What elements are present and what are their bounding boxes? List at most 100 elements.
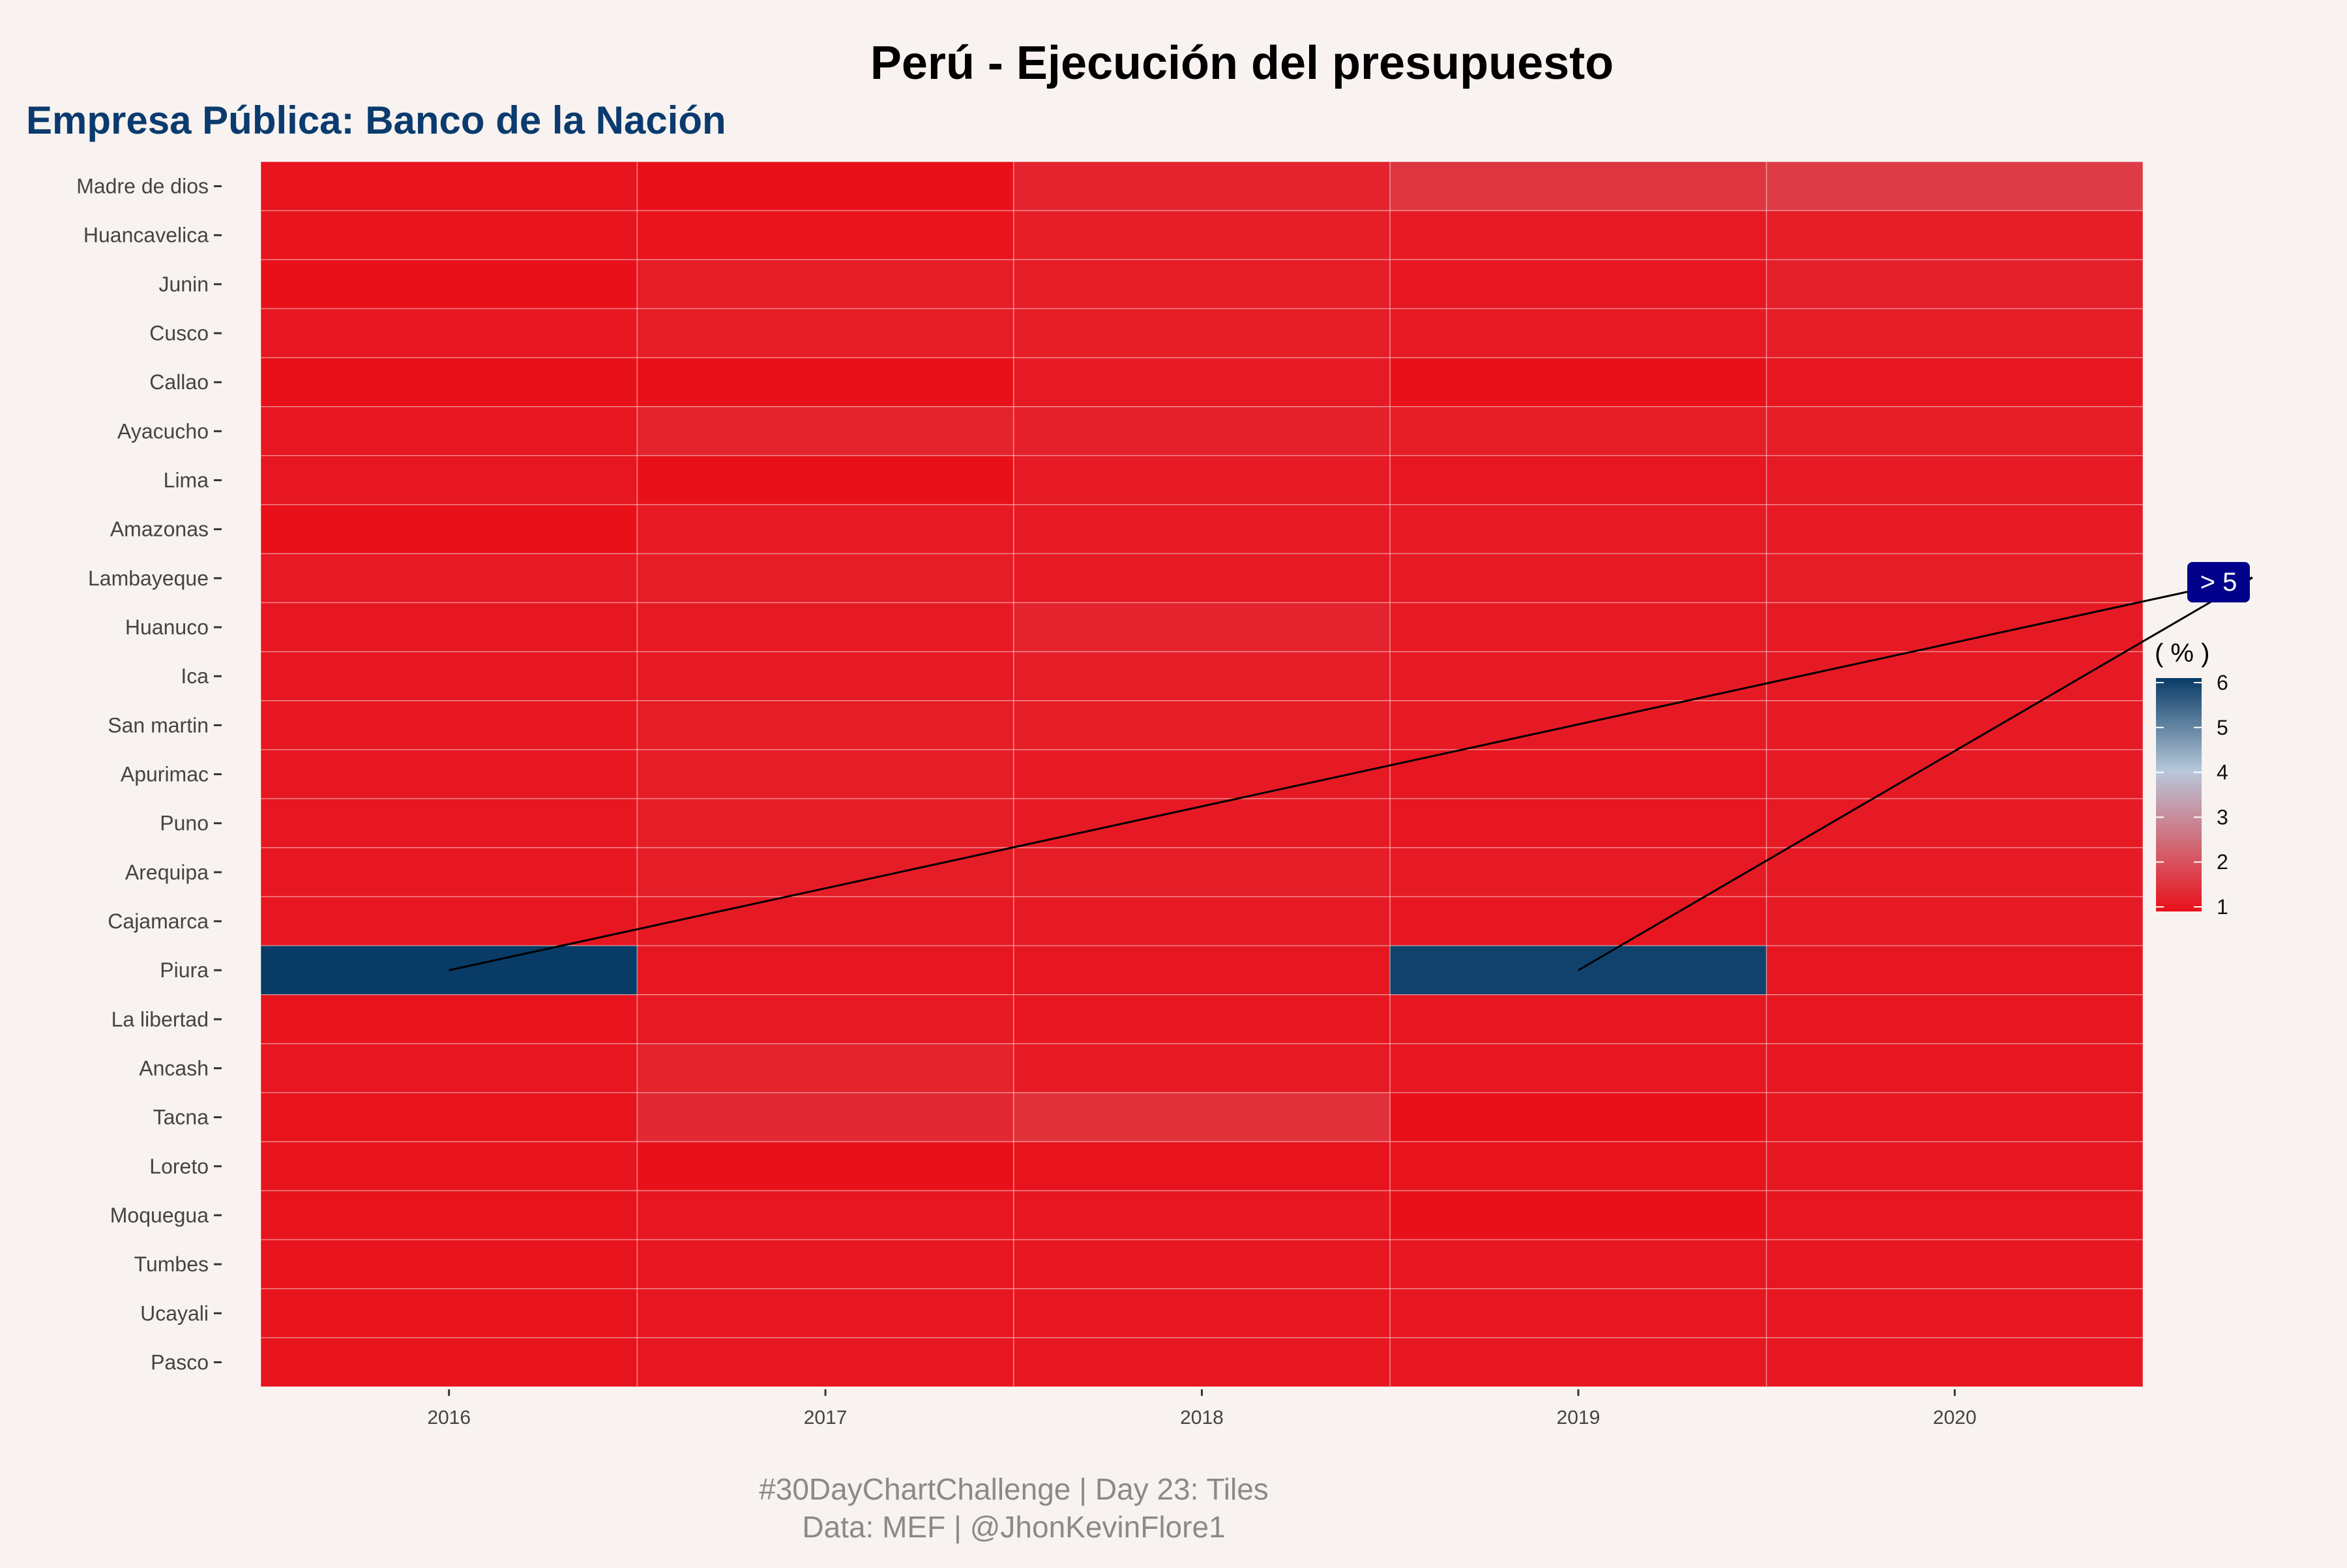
heatmap-tile [1765,161,2144,211]
legend-tick-label: 6 [2217,671,2228,694]
heatmap-tile [260,308,638,359]
y-tick-label: Callao [149,370,209,394]
heatmap-tile [1013,1092,1391,1142]
heatmap-tile [1013,945,1391,996]
heatmap-tile [260,602,638,653]
heatmap-tile [1765,847,2144,898]
heatmap-tile [1389,259,1767,310]
heatmap-tile [1765,504,2144,555]
heatmap-tile [260,896,638,947]
heatmap-tile [260,504,638,555]
y-tick-label: Ayacucho [117,419,209,443]
heatmap-tile [1765,210,2144,261]
heatmap-tile [1013,357,1391,407]
y-tick-label: Loreto [149,1155,209,1178]
heatmap-tile [260,798,638,848]
y-tick-label: Puno [160,812,209,835]
y-tick-label: Lima [164,469,209,492]
annotation-text: > 5 [2200,568,2237,597]
y-tick-label: Cajamarca [108,910,209,933]
heatmap-tile [636,1337,1014,1387]
heatmap-tile [1765,945,2144,996]
y-tick-label: Apurimac [121,763,209,786]
heatmap-tile [260,1092,638,1142]
heatmap-tile [1013,308,1391,359]
annotation-lines [449,576,2253,971]
heatmap-tile [1389,1190,1767,1241]
heatmap-tile [1765,700,2144,750]
y-tick-label: Huanuco [125,615,209,639]
heatmap-tile [1389,994,1767,1044]
heatmap-tile [1765,1337,2144,1387]
x-tick-label: 2019 [1557,1407,1601,1428]
legend-tick-label: 3 [2217,805,2228,829]
heatmap-tile [1389,798,1767,848]
heatmap-tile [1765,455,2144,505]
heatmap-tile [636,1092,1014,1142]
heatmap-tile [1013,602,1391,653]
heatmap-tile [260,1288,638,1339]
color-legend: ( % ) 1 2 3 4 5 6 [2155,639,2228,919]
chart-title: Perú - Ejecución del presupuesto [870,37,1614,89]
heatmap-tile [636,259,1014,310]
heatmap-tile [1389,357,1767,407]
heatmap-tile [260,1141,638,1192]
heatmap-tile [1013,994,1391,1044]
heatmap-tile [260,406,638,456]
heatmap-tile [1389,210,1767,261]
x-tick-label: 2018 [1180,1407,1224,1428]
heatmap-tile [636,308,1014,359]
heatmap-tile [636,651,1014,702]
heatmap-tile [1389,1288,1767,1339]
y-tick-label: Tacna [153,1106,209,1129]
heatmap-tile [1389,308,1767,359]
heatmap-tile [260,553,638,604]
heatmap-tile [1013,847,1391,898]
chart-subtitle: Empresa Pública: Banco de la Nación [26,98,726,142]
heatmap-tile [1765,1190,2144,1241]
heatmap-tile [1013,1190,1391,1241]
heatmap-tile [1765,553,2144,604]
heatmap-tile [260,700,638,750]
heatmap-tile [260,651,638,702]
annotation-label: > 5 [2187,562,2250,602]
heatmap-tile [260,161,638,211]
legend-ticks: 1 2 3 4 5 6 [2156,671,2228,919]
heatmap-tile [1013,161,1391,211]
heatmap-tile [1389,945,1767,996]
x-axis: 2016 2017 2018 2019 2020 [427,1389,1977,1428]
heatmap-tile [1389,896,1767,947]
heatmap-tile [636,1239,1014,1290]
heatmap-tile [636,357,1014,407]
annotation-line [449,576,2253,971]
legend-tick-label: 4 [2217,761,2228,784]
heatmap-tile [260,749,638,799]
heatmap-tile [636,161,1014,211]
heatmap-tile [1765,1092,2144,1142]
heatmap-tile [1013,553,1391,604]
heatmap-tile [260,1190,638,1241]
heatmap-tile [1389,406,1767,456]
y-tick-label: Amazonas [110,518,209,541]
heatmap-tile [1013,1239,1391,1290]
heatmap-tile [260,1239,638,1290]
heatmap-tile [636,602,1014,653]
y-tick-label: Junin [159,273,209,296]
heatmap-tile [1013,749,1391,799]
heatmap-tile [1013,896,1391,947]
heatmap-tile [636,1043,1014,1093]
heatmap-tile [1013,1043,1391,1093]
caption-line-2: Data: MEF | @JhonKevinFlore1 [802,1510,1225,1544]
heatmap-tile [1389,455,1767,505]
heatmap-tile [636,406,1014,456]
heatmap-tile [636,994,1014,1044]
heatmap-tile [260,357,638,407]
heatmap-tile [260,994,638,1044]
heatmap-tile [636,896,1014,947]
heatmap-tile [260,945,638,996]
heatmap-tile [1765,602,2144,653]
heatmap-tile [1389,749,1767,799]
heatmap-tile [636,1190,1014,1241]
heatmap-tile [1389,1043,1767,1093]
